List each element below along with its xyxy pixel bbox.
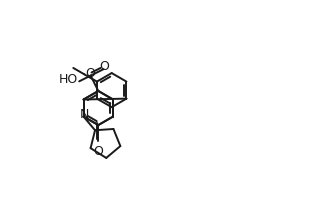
Text: O: O — [93, 145, 103, 158]
Text: O: O — [85, 67, 95, 80]
Text: O: O — [100, 60, 109, 73]
Text: N: N — [79, 108, 89, 121]
Text: HO: HO — [58, 73, 78, 86]
